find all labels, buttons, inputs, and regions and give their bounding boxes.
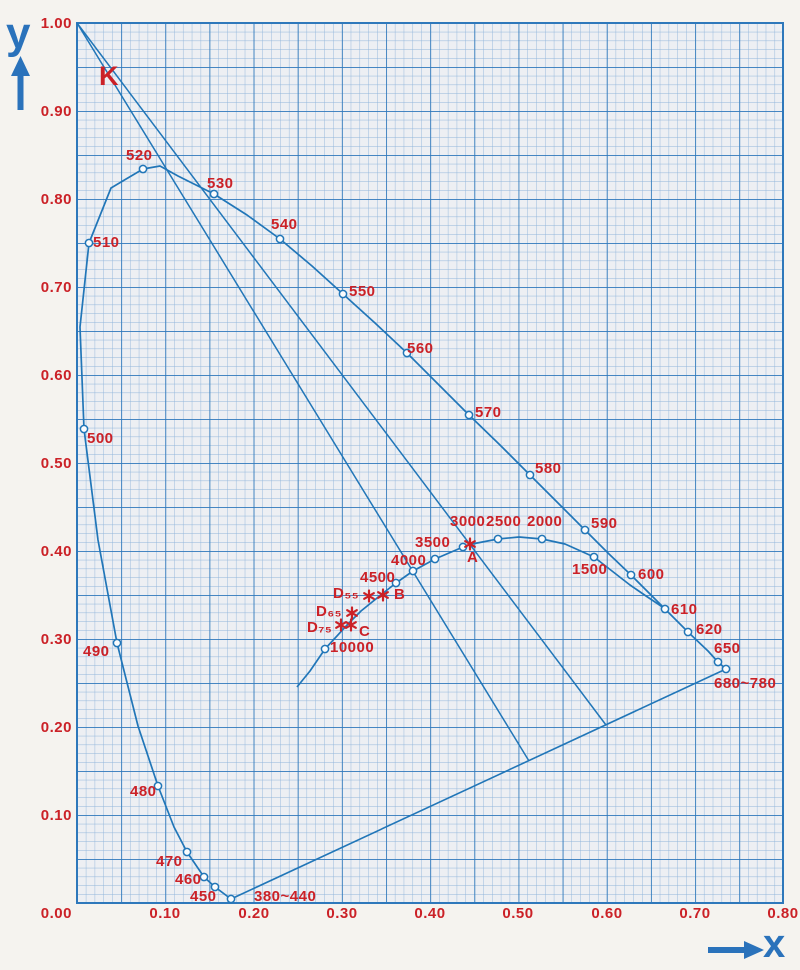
x-tick-0.30: 0.30 [326, 905, 358, 922]
wavelength-label-570: 570 [475, 404, 502, 421]
wavelength-label-530: 530 [207, 175, 234, 192]
y-tick-0.60: 0.60 [40, 367, 72, 384]
illuminant-a-marker [464, 537, 476, 551]
radial-line-4000k [76, 22, 530, 762]
y-tick-0.80: 0.80 [40, 191, 72, 208]
y-tick-1.00: 1.00 [40, 15, 72, 32]
wavelength-label-620: 620 [696, 621, 723, 638]
wavelength-label-590: 590 [591, 515, 618, 532]
x-axis-title: x [763, 922, 786, 966]
illuminant-label-b: B [394, 586, 406, 603]
x-tick-0.20: 0.20 [238, 905, 270, 922]
illuminant-b-marker [377, 588, 389, 602]
temperature-label-2000: 2000 [527, 513, 563, 530]
wavelength-label-460: 460 [175, 871, 202, 888]
kelvin-lines-label: K [99, 61, 119, 91]
y-tick-0.70: 0.70 [40, 279, 72, 296]
wavelength-label-520: 520 [126, 147, 153, 164]
illuminant-d55-marker [363, 589, 375, 603]
y-tick-0.30: 0.30 [40, 631, 72, 648]
illuminant-label-d55: D₅₅ [333, 585, 360, 602]
y-tick-0.40: 0.40 [40, 543, 72, 560]
temperature-label-4500: 4500 [360, 569, 396, 586]
wavelength-label-580: 580 [535, 460, 562, 477]
illuminant-c-marker [345, 618, 357, 632]
origin-label: 0.00 [40, 905, 72, 922]
wavelength-label-470: 470 [156, 853, 183, 870]
temperature-label-4000: 4000 [391, 552, 427, 569]
y-tick-0.50: 0.50 [40, 455, 72, 472]
illuminant-label-c: C [359, 623, 371, 640]
illuminant-asterisk-markers [335, 537, 476, 632]
wavelength-label-540: 540 [271, 216, 298, 233]
illuminant-d75-marker [335, 618, 347, 632]
purple-boundary-line [230, 668, 727, 900]
y-axis-title: y [6, 9, 31, 58]
wavelength-label-610: 610 [671, 601, 698, 618]
wavelength-label-560: 560 [407, 340, 434, 357]
x-tick-0.10: 0.10 [149, 905, 181, 922]
planckian-locus-markers [320, 534, 599, 654]
illuminant-label-d75: D₇₅ [307, 619, 333, 636]
temperature-label-10000: 10000 [330, 639, 375, 656]
x-tick-0.80: 0.80 [767, 905, 799, 922]
wavelength-label-450: 450 [190, 888, 217, 905]
wavelength-label-490: 490 [83, 643, 110, 660]
wavelength-label-500: 500 [87, 430, 114, 447]
wavelength-label-550: 550 [349, 283, 376, 300]
wavelength-label-510: 510 [93, 234, 120, 251]
temperature-label-2500: 2500 [486, 513, 522, 530]
wavelength-label-680-780: 680~780 [714, 675, 777, 692]
wavelength-label-380-440: 380~440 [254, 888, 317, 905]
wavelength-label-600: 600 [638, 566, 665, 583]
wavelength-label-480: 480 [130, 783, 157, 800]
temperature-label-3500: 3500 [415, 534, 451, 551]
spectral-locus-markers [79, 164, 731, 904]
radial-line-illuminant-a [76, 22, 607, 726]
x-tick-0.70: 0.70 [679, 905, 711, 922]
x-tick-0.50: 0.50 [502, 905, 534, 922]
x-tick-0.40: 0.40 [414, 905, 446, 922]
y-tick-0.10: 0.10 [40, 807, 72, 824]
graph-paper-grid [76, 22, 784, 904]
temperature-label-1500: 1500 [572, 561, 608, 578]
temperature-label-3000: 3000 [450, 513, 486, 530]
wavelength-label-650: 650 [714, 640, 741, 657]
y-axis-arrow-icon [11, 56, 30, 110]
illuminant-d65-marker [346, 606, 358, 620]
illuminant-label-d65: D₆₅ [316, 603, 343, 620]
y-tick-0.20: 0.20 [40, 719, 72, 736]
x-tick-0.60: 0.60 [591, 905, 623, 922]
y-tick-0.90: 0.90 [40, 103, 72, 120]
illuminant-label-a: A [467, 549, 479, 566]
spectral-locus-curve [79, 165, 727, 900]
x-axis-arrow-icon [708, 941, 764, 959]
